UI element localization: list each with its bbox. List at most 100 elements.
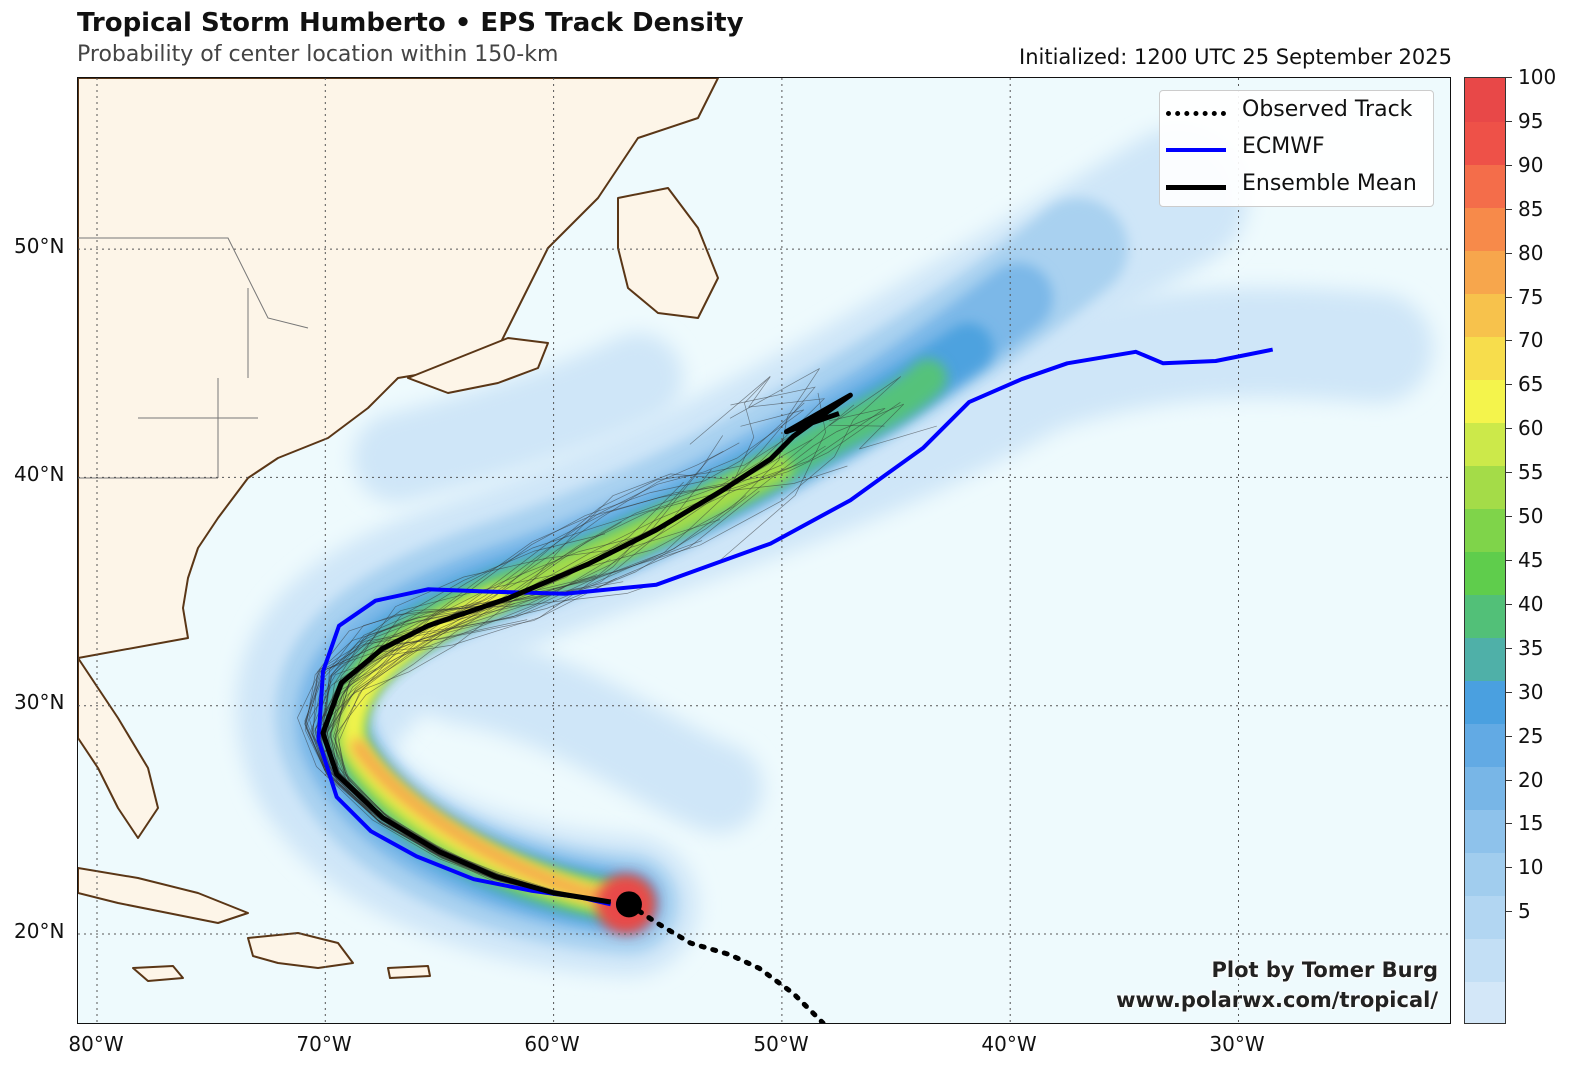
colorbar-tick — [1506, 428, 1512, 430]
colorbar-label: 40 — [1518, 591, 1544, 616]
lon-label-40: 40°W — [981, 1032, 1037, 1056]
ecmwf-track — [316, 347, 1274, 907]
colorbar-label: 65 — [1518, 372, 1544, 397]
lon-label-70: 70°W — [296, 1032, 352, 1056]
colorbar-label: 25 — [1518, 723, 1544, 748]
colorbar-label: 100 — [1518, 65, 1557, 89]
ensemble-member-track — [330, 581, 624, 903]
land-masses — [78, 78, 719, 982]
colorbar-tick — [1506, 691, 1512, 693]
jamaica-land — [132, 965, 184, 982]
map-panel — [77, 77, 1451, 1024]
colorbar-segment — [1465, 164, 1505, 208]
colorbar-tick — [1506, 735, 1512, 737]
legend-label-ecmwf: ECMWF — [1242, 134, 1325, 159]
colorbar-tick — [1506, 867, 1512, 869]
lat-label-50: 50°N — [14, 234, 65, 258]
chart-subtitle: Probability of center location within 15… — [77, 42, 559, 67]
colorbar-label: 90 — [1518, 152, 1544, 177]
colorbar-label: 35 — [1518, 635, 1544, 660]
legend-swatch-mean — [1166, 185, 1226, 190]
cuba-land — [78, 867, 249, 924]
colorbar-label: 30 — [1518, 679, 1544, 704]
colorbar-tick — [1506, 779, 1512, 781]
lon-label-50: 50°W — [753, 1032, 809, 1056]
colorbar-label: 5 — [1518, 899, 1531, 924]
lat-label-30: 30°N — [14, 690, 65, 714]
colorbar-tick — [1506, 252, 1512, 254]
colorbar-segment — [1465, 680, 1505, 725]
colorbar-segment — [1465, 379, 1505, 423]
colorbar-segment — [1465, 551, 1505, 596]
colorbar-tick — [1506, 823, 1512, 825]
colorbar-tick — [1506, 603, 1512, 605]
colorbar-segment — [1465, 594, 1505, 639]
colorbar-segment — [1465, 895, 1505, 940]
colorbar-segment — [1465, 852, 1505, 897]
colorbar-label: 50 — [1518, 504, 1544, 529]
colorbar-tick — [1506, 647, 1512, 649]
colorbar-segment — [1465, 809, 1505, 854]
florida-land — [78, 657, 159, 839]
colorbar-segment — [1465, 336, 1505, 380]
ensemble-member-track — [324, 392, 826, 903]
lon-label-60: 60°W — [524, 1032, 580, 1056]
colorbar-label: 75 — [1518, 284, 1544, 309]
colorbar-tick — [1506, 164, 1512, 166]
colorbar-tick — [1506, 384, 1512, 386]
lat-label-20: 20°N — [14, 919, 65, 943]
legend-swatch-ecmwf — [1166, 148, 1226, 152]
colorbar-label: 70 — [1518, 328, 1544, 353]
colorbar-label: 45 — [1518, 547, 1544, 572]
colorbar-segment — [1465, 293, 1505, 337]
colorbar-tick — [1506, 516, 1512, 518]
political-border — [78, 237, 309, 329]
storm-center-marker — [615, 891, 642, 918]
legend-item-mean: Ensemble Mean — [1166, 171, 1431, 201]
colorbar-segment — [1465, 250, 1505, 294]
colorbar-label: 95 — [1518, 108, 1544, 133]
colorbar-tick — [1506, 911, 1512, 913]
colorbar-tick — [1506, 77, 1512, 78]
legend: Observed Track ECMWF Ensemble Mean — [1159, 90, 1434, 207]
colorbar-label: 55 — [1518, 460, 1544, 485]
colorbar-tick — [1506, 340, 1512, 342]
colorbar-segment — [1465, 981, 1505, 1023]
colorbar-segment — [1465, 121, 1505, 165]
hispaniola-land — [247, 932, 354, 969]
lat-label-40: 40°N — [14, 462, 65, 486]
graticule — [78, 78, 1450, 1023]
colorbar-tick — [1506, 296, 1512, 298]
lon-label-80: 80°W — [68, 1032, 124, 1056]
colorbar-segment — [1465, 422, 1505, 466]
legend-label-observed: Observed Track — [1242, 97, 1413, 122]
lon-label-30: 30°W — [1209, 1032, 1265, 1056]
colorbar-tick — [1506, 559, 1512, 561]
puerto-rico-land — [387, 965, 431, 979]
ensemble-member-track — [320, 473, 729, 903]
colorbar-tick — [1506, 472, 1512, 474]
legend-label-mean: Ensemble Mean — [1242, 171, 1417, 196]
colorbar-label: 15 — [1518, 811, 1544, 836]
colorbar-segment — [1465, 465, 1505, 509]
colorbar-segment — [1465, 207, 1505, 251]
map-canvas — [78, 78, 1450, 1023]
credit-url: www.polarwx.com/tropical/ — [1116, 988, 1438, 1012]
legend-swatch-observed — [1166, 111, 1226, 116]
colorbar-segment — [1465, 508, 1505, 552]
colorbar-label: 80 — [1518, 240, 1544, 265]
ensemble-member-track — [326, 368, 820, 903]
credit-author: Plot by Tomer Burg — [1211, 958, 1439, 982]
north-america-land — [78, 78, 719, 659]
legend-item-observed: Observed Track — [1166, 97, 1431, 127]
colorbar-tick — [1506, 208, 1512, 210]
colorbar-segment — [1465, 723, 1505, 768]
colorbar-label: 20 — [1518, 767, 1544, 792]
colorbar-segment — [1465, 766, 1505, 811]
colorbar-label: 10 — [1518, 855, 1544, 880]
colorbar-segment — [1465, 78, 1505, 122]
observed-track — [626, 901, 826, 1023]
newfoundland-land — [617, 187, 719, 319]
legend-item-ecmwf: ECMWF — [1166, 134, 1431, 164]
nova-scotia-land — [407, 337, 549, 394]
